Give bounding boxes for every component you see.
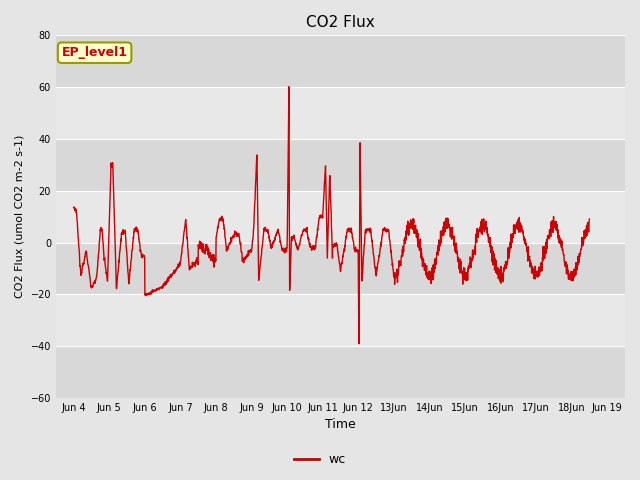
- Bar: [56, 139, 625, 191]
- Bar: [56, 346, 625, 398]
- Bar: [56, 242, 625, 294]
- Bar: [56, 36, 625, 87]
- Bar: [56, 87, 625, 139]
- Legend: wc: wc: [289, 448, 351, 471]
- Title: CO2 Flux: CO2 Flux: [306, 15, 375, 30]
- Bar: [56, 191, 625, 242]
- Text: EP_level1: EP_level1: [61, 46, 127, 59]
- X-axis label: Time: Time: [325, 419, 356, 432]
- Bar: [56, 294, 625, 346]
- Y-axis label: CO2 Flux (umol CO2 m-2 s-1): CO2 Flux (umol CO2 m-2 s-1): [15, 135, 25, 299]
